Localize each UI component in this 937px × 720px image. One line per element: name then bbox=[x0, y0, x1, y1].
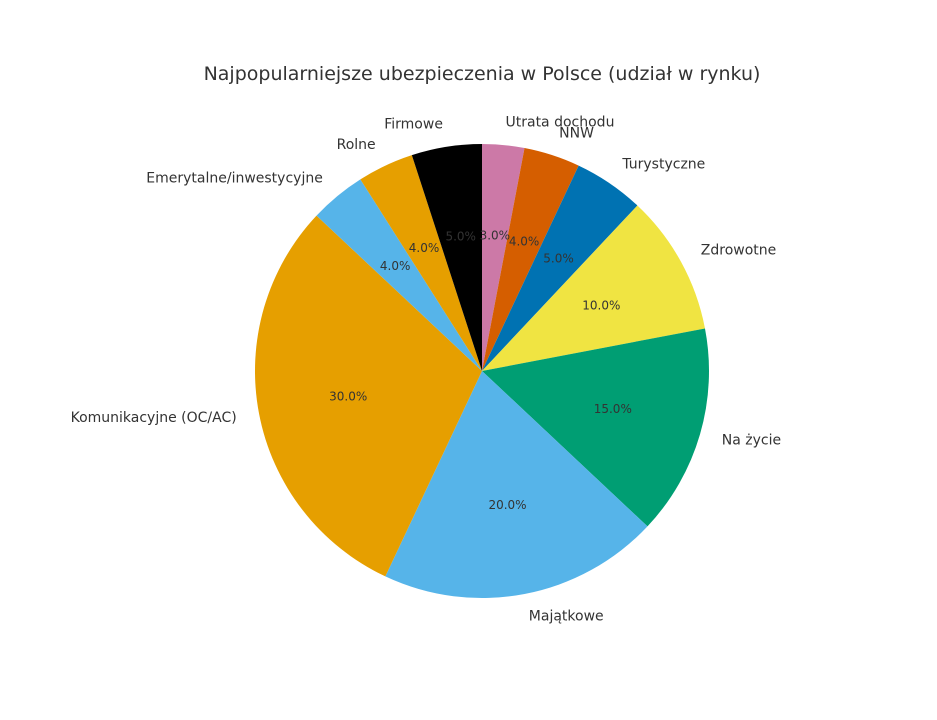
pie-slice-label-na-zycie: Na życie bbox=[722, 433, 781, 449]
pie-slice-turystyczne bbox=[482, 165, 638, 371]
pie-slice-label-komunikacyjne-oc-ac: Komunikacyjne (OC/AC) bbox=[71, 410, 237, 426]
pie-percent-label-emerytalne-inwestycyjne: 4.0% bbox=[380, 259, 411, 273]
pie-slice-label-majatkowe: Majątkowe bbox=[529, 608, 604, 624]
pie-percent-label-nnw: 4.0% bbox=[509, 234, 540, 248]
pie-percent-label-majatkowe: 20.0% bbox=[488, 498, 526, 512]
pie-percent-label-firmowe: 5.0% bbox=[445, 229, 476, 243]
pie-slice-emerytalne-inwestycyjne bbox=[316, 179, 482, 371]
pie-percent-label-utrata-dochodu: 3.0% bbox=[480, 228, 511, 242]
pie-slice-majatkowe bbox=[385, 371, 648, 599]
pie-slice-rolne bbox=[360, 155, 482, 371]
pie-slice-label-firmowe: Firmowe bbox=[384, 116, 443, 132]
pie-slice-utrata-dochodu bbox=[482, 144, 525, 371]
pie-percent-label-komunikacyjne-oc-ac: 30.0% bbox=[329, 390, 367, 404]
pie-slice-label-turystyczne: Turystyczne bbox=[621, 156, 705, 172]
pie-slice-label-emerytalne-inwestycyjne: Emerytalne/inwestycyjne bbox=[146, 171, 323, 187]
pie-slice-label-utrata-dochodu: Utrata dochodu bbox=[506, 114, 615, 130]
pie-slice-nnw bbox=[482, 148, 579, 371]
pie-slice-label-rolne: Rolne bbox=[337, 137, 376, 153]
pie-slice-komunikacyjne-oc-ac bbox=[254, 215, 482, 577]
pie-slice-zdrowotne bbox=[482, 205, 705, 371]
pie-slice-label-zdrowotne: Zdrowotne bbox=[701, 243, 776, 259]
pie-slice-label-nnw: NNW bbox=[559, 126, 594, 142]
pie-slice-na-zycie bbox=[482, 328, 710, 527]
slices-layer bbox=[254, 144, 710, 599]
percent-labels-layer: 3.0%4.0%5.0%10.0%15.0%20.0%30.0%4.0%4.0%… bbox=[329, 228, 632, 511]
pie-percent-label-rolne: 4.0% bbox=[409, 241, 440, 255]
pie-slice-firmowe bbox=[411, 144, 482, 371]
pie-percent-label-zdrowotne: 10.0% bbox=[582, 298, 620, 312]
pie-percent-label-na-zycie: 15.0% bbox=[594, 402, 632, 416]
pie-percent-label-turystyczne: 5.0% bbox=[543, 251, 574, 265]
chart-title: Najpopularniejsze ubezpieczenia w Polsce… bbox=[204, 63, 761, 85]
